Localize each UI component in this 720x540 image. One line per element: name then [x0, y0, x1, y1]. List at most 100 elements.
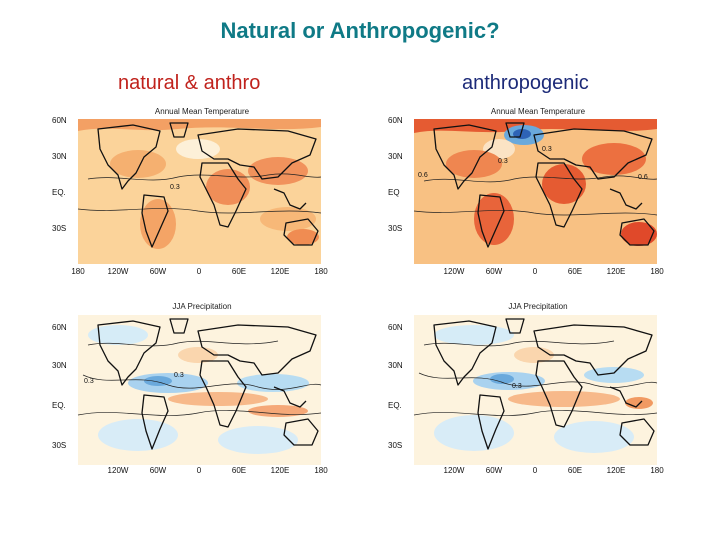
warm-patch-indian-ocean [260, 207, 316, 231]
coastline-north-america [433, 320, 497, 386]
coastline-eurasia [533, 324, 653, 376]
contour-line [77, 208, 322, 214]
wet-patch [88, 325, 148, 345]
coastline-africa [535, 360, 583, 428]
lat-label: 30N [52, 361, 67, 370]
lon-label: 120E [271, 267, 290, 276]
warm-patch-south-america [140, 199, 176, 249]
map-panel-temperature-natural-anthro: Annual Mean Temperature 0.3 60N 30N EQ. … [48, 102, 338, 276]
dry-band-equator [508, 391, 620, 407]
coastline-australia [283, 418, 319, 446]
lon-label: 60E [232, 267, 246, 276]
contour-line [423, 175, 658, 183]
coastline-greenland [505, 318, 525, 334]
coastline-greenland [169, 122, 189, 138]
contour-label: 0.3 [174, 372, 184, 379]
coastline-south-america [141, 194, 169, 248]
coastline-africa [535, 162, 583, 228]
map-panel-precipitation-natural-anthro: JJA Precipitation 0.3 0.3 60N [48, 302, 338, 475]
lon-label: 60W [150, 267, 167, 276]
coastline-south-america [477, 394, 505, 450]
coastline-africa [199, 360, 247, 428]
lon-label: 180 [650, 466, 664, 475]
lat-label: 30S [52, 441, 66, 450]
lat-label: 60N [52, 323, 67, 332]
map-title: Annual Mean Temperature [491, 107, 586, 116]
lon-label: 120W [444, 466, 465, 475]
lat-label: EQ. [388, 401, 402, 410]
coastline-greenland [505, 122, 525, 138]
warm-patch-australia [287, 229, 319, 245]
coastline-australia [283, 218, 319, 246]
coastline-southeast-asia [609, 188, 643, 210]
contour-label: 0.3 [170, 184, 180, 191]
contour-line [413, 410, 658, 416]
coastline-south-america [477, 194, 505, 248]
wet-patch-south-indian [554, 421, 634, 453]
coastline-greenland [169, 318, 189, 334]
map-title: JJA Precipitation [508, 302, 567, 311]
wet-patch-south-pacific [98, 419, 178, 451]
contour-line [413, 210, 658, 216]
dry-band-equator [168, 392, 268, 406]
lat-label: 30S [388, 441, 402, 450]
hot-patch-africa [542, 164, 586, 204]
cool-patch-atlantic [176, 139, 220, 159]
wet-core-itcz [490, 374, 514, 384]
lon-label: 60E [232, 466, 246, 475]
contour-line [82, 374, 322, 390]
lon-label: 120E [271, 466, 290, 475]
dry-patch [625, 397, 653, 409]
lon-label: 60E [568, 466, 582, 475]
coastline-eurasia [533, 128, 653, 180]
wet-core-itcz [144, 376, 172, 386]
temperature-map-anthropogenic: Annual Mean Temperature 0.3 0.6 0.6 0. [388, 107, 664, 276]
coastline-africa [199, 162, 247, 228]
coastline-southeast-asia [273, 386, 307, 408]
lat-label: EQ. [52, 188, 66, 197]
coastline-eurasia [197, 128, 317, 180]
lat-label: 30N [52, 152, 67, 161]
lat-label: 60N [388, 323, 403, 332]
lon-label: 60W [486, 267, 503, 276]
dry-patch [248, 405, 308, 417]
lon-label: 60W [150, 466, 167, 475]
lon-label: 180 [314, 267, 328, 276]
lon-label: 0 [533, 466, 538, 475]
temperature-map-natural-anthro: Annual Mean Temperature 0.3 60N 30N EQ. … [52, 107, 328, 276]
lon-label: 120E [607, 466, 626, 475]
lat-label: 30S [52, 224, 66, 233]
contour-label: 0.3 [542, 146, 552, 153]
warm-band-arctic [78, 119, 321, 131]
contour-label: 0.3 [84, 378, 94, 385]
warm-patch-africa [206, 169, 250, 205]
lon-label: 120W [108, 267, 129, 276]
coastline-south-america [141, 394, 169, 450]
contour-label: 0.6 [418, 172, 428, 179]
precipitation-map-natural-anthro: JJA Precipitation 0.3 0.3 60N [52, 302, 328, 475]
lon-label: 120W [444, 267, 465, 276]
column-label-natural-anthro: natural & anthro [118, 72, 261, 94]
coastline-north-america [97, 320, 161, 386]
warm-patch-asia [248, 157, 308, 185]
lon-label: 0 [197, 267, 202, 276]
slide-title: Natural or Anthropogenic? [220, 18, 500, 43]
wet-patch-indian [584, 367, 644, 383]
lon-label: 180 [314, 466, 328, 475]
lat-label: 60N [388, 116, 403, 125]
hot-patch-asia [582, 143, 646, 175]
contour-label: 0.3 [512, 383, 522, 390]
lon-label: 60E [568, 267, 582, 276]
wet-patch-south-indian [218, 426, 298, 454]
wet-patch-south-pacific [434, 415, 514, 451]
coastline-north-america [433, 124, 497, 190]
coastline-southeast-asia [609, 386, 643, 408]
contour-line [87, 340, 279, 347]
column-label-anthropogenic: anthropogenic [462, 72, 589, 94]
coastline-southeast-asia [273, 188, 307, 210]
lat-label: EQ [388, 188, 400, 197]
contour-line [418, 372, 658, 388]
contour-line [423, 340, 615, 347]
lon-label: 60W [486, 466, 503, 475]
lon-label: 120E [607, 267, 626, 276]
